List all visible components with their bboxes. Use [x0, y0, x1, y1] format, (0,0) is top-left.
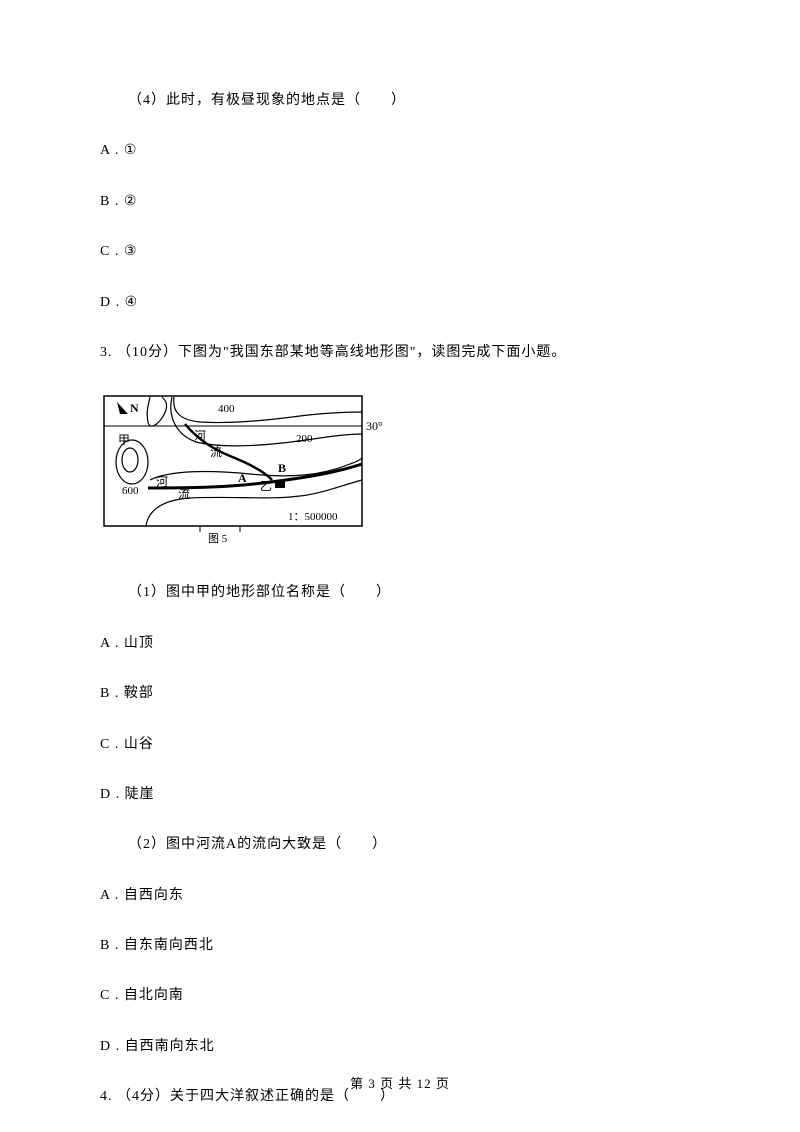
q2-sub4-stem: （4）此时，有极昼现象的地点是（ ）	[100, 90, 700, 112]
label-600: 600	[122, 485, 139, 497]
scale-label: 1：500000	[288, 511, 338, 523]
contour-600-inner	[122, 448, 138, 472]
fig-label: 图 5	[208, 532, 228, 545]
river1-label-b: 流	[210, 445, 222, 459]
q2-sub4-opt-b[interactable]: B . ②	[100, 191, 700, 213]
contour-400b	[174, 397, 362, 423]
q3-sub1-opt-d[interactable]: D . 陡崖	[100, 784, 700, 806]
q2-sub4-opt-c[interactable]: C . ③	[100, 241, 700, 263]
q3-stem: 3. （10分）下图为"我国东部某地等高线地形图"，读图完成下面小题。	[100, 342, 700, 364]
north-arrow: N	[117, 401, 139, 415]
q2-sub4-opt-d[interactable]: D . ④	[100, 292, 700, 314]
label-400: 400	[218, 403, 235, 415]
label-B: B	[278, 461, 286, 475]
q3-sub1-opt-a[interactable]: A . 山顶	[100, 633, 700, 655]
q3-sub1-stem: （1）图中甲的地形部位名称是（ ）	[100, 582, 700, 604]
page-footer: 第 3 页 共 12 页	[0, 1073, 800, 1092]
q3-sub2-stem: （2）图中河流A的流向大致是（ ）	[100, 834, 700, 856]
svg-text:N: N	[130, 401, 139, 415]
q3-sub2-opt-c[interactable]: C . 自北向南	[100, 985, 700, 1007]
q3-sub2-opt-b[interactable]: B . 自东南向西北	[100, 935, 700, 957]
yi-marker	[275, 480, 285, 488]
q2-sub4-opt-a[interactable]: A . ①	[100, 140, 700, 162]
q3-sub1-opt-c[interactable]: C . 山谷	[100, 734, 700, 756]
label-A: A	[238, 471, 247, 485]
river2-label-a: 河	[156, 475, 168, 489]
map-svg: 30° N 400 200 600 甲 河 流 河 流 A B 乙	[100, 392, 390, 567]
label-yi: 乙	[260, 479, 272, 493]
q3-sub2-opt-a[interactable]: A . 自西向东	[100, 885, 700, 907]
river2-label-b: 流	[178, 487, 190, 501]
q3-sub1-opt-b[interactable]: B . 鞍部	[100, 683, 700, 705]
contour-400a	[147, 397, 166, 426]
map-frame	[104, 396, 362, 526]
label-200: 200	[296, 433, 313, 445]
label-jia: 甲	[118, 433, 130, 447]
river1-label-a: 河	[194, 429, 206, 443]
lat-label: 30°	[366, 419, 383, 433]
contour-map: 30° N 400 200 600 甲 河 流 河 流 A B 乙	[100, 392, 700, 567]
q3-sub2-opt-d[interactable]: D . 自西南向东北	[100, 1036, 700, 1058]
